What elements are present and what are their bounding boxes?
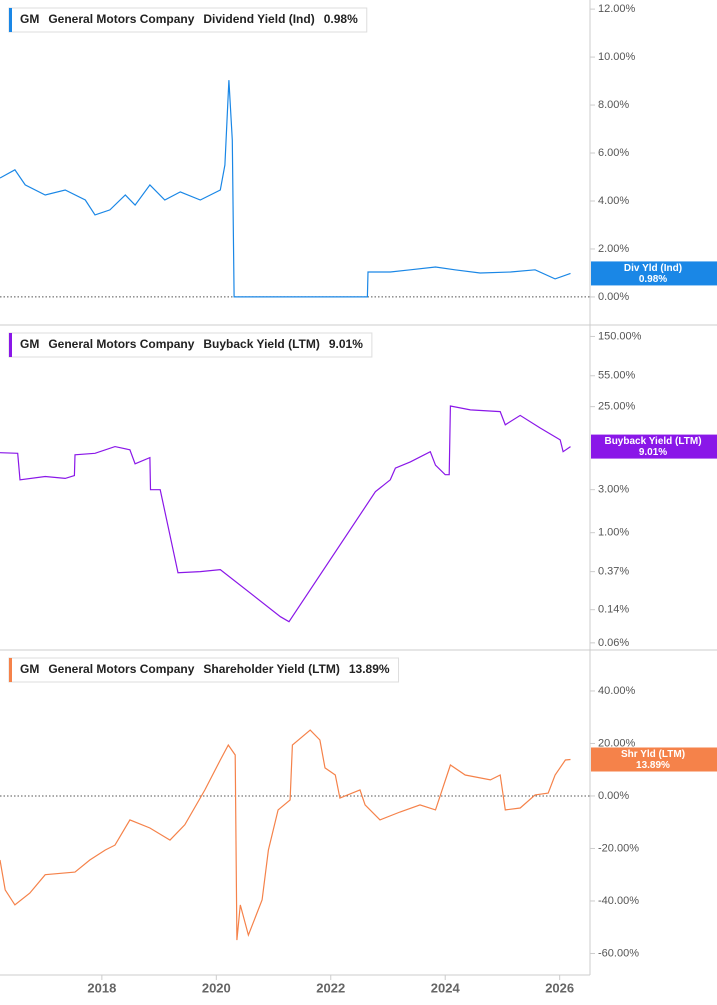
- y-tick-label: 0.06%: [598, 637, 629, 649]
- x-tick-label: 2026: [545, 980, 574, 995]
- y-tick-label: -40.00%: [598, 895, 639, 907]
- y-tick-label: 25.00%: [598, 401, 636, 413]
- y-tick-label: 0.00%: [598, 291, 629, 303]
- x-tick-label: 2018: [87, 980, 116, 995]
- legend: GM General Motors Company Shareholder Yiel…: [8, 657, 400, 683]
- legend-swatch: [9, 658, 12, 682]
- x-tick-label: 2020: [202, 980, 231, 995]
- series-name: Dividend Yield (Ind): [203, 12, 314, 26]
- series-line: [0, 405, 571, 623]
- y-tick-label: 3.00%: [598, 484, 629, 496]
- legend-swatch: [9, 8, 12, 32]
- company: General Motors Company: [48, 662, 194, 676]
- latest-value: 9.01%: [329, 337, 363, 351]
- y-tick-label: 20.00%: [598, 737, 636, 749]
- value-box-value: 9.01%: [639, 447, 667, 458]
- value-box-name: Div Yld (Ind): [624, 263, 682, 274]
- value-box-value: 0.98%: [639, 274, 667, 285]
- legend-box: [8, 332, 373, 358]
- series-name: Buyback Yield (LTM): [203, 337, 319, 351]
- y-tick-label: -20.00%: [598, 842, 639, 854]
- value-box: [591, 261, 717, 286]
- y-tick-label: 8.00%: [598, 99, 629, 111]
- company: General Motors Company: [48, 12, 194, 26]
- ticker: GM: [20, 662, 39, 676]
- value-box: [591, 434, 717, 459]
- y-tick-label: 150.00%: [598, 330, 642, 342]
- value-box-name: Buyback Yield (LTM): [604, 436, 701, 447]
- value-box: [591, 747, 717, 772]
- y-tick-label: 4.00%: [598, 195, 629, 207]
- value-box-name: Shr Yld (LTM): [621, 749, 685, 760]
- y-tick-label: -60.00%: [598, 947, 639, 959]
- value-box-value: 13.89%: [636, 760, 670, 771]
- legend-box: [8, 7, 368, 33]
- legend: GM General Motors Company Dividend Yield (…: [8, 7, 368, 33]
- y-tick-label: 55.00%: [598, 370, 636, 382]
- y-tick-label: 12.00%: [598, 3, 636, 15]
- x-tick-label: 2022: [316, 980, 345, 995]
- company: General Motors Company: [48, 337, 194, 351]
- ticker: GM: [20, 12, 39, 26]
- legend-box: [8, 657, 400, 683]
- y-tick-label: 0.37%: [598, 566, 629, 578]
- y-tick-label: 0.00%: [598, 790, 629, 802]
- series-line: [0, 80, 571, 298]
- series-line: [0, 729, 571, 941]
- legend-swatch: [9, 333, 12, 357]
- ticker: GM: [20, 337, 39, 351]
- latest-value: 0.98%: [324, 12, 358, 26]
- y-tick-label: 10.00%: [598, 51, 636, 63]
- latest-value: 13.89%: [349, 662, 390, 676]
- x-tick-label: 2024: [431, 980, 461, 995]
- y-tick-label: 0.14%: [598, 604, 629, 616]
- y-tick-label: 1.00%: [598, 527, 629, 539]
- y-tick-label: 40.00%: [598, 685, 636, 697]
- y-tick-label: 2.00%: [598, 243, 629, 255]
- y-tick-label: 6.00%: [598, 147, 629, 159]
- legend: GM General Motors Company Buyback Yield (L…: [8, 332, 373, 358]
- series-name: Shareholder Yield (LTM): [203, 662, 339, 676]
